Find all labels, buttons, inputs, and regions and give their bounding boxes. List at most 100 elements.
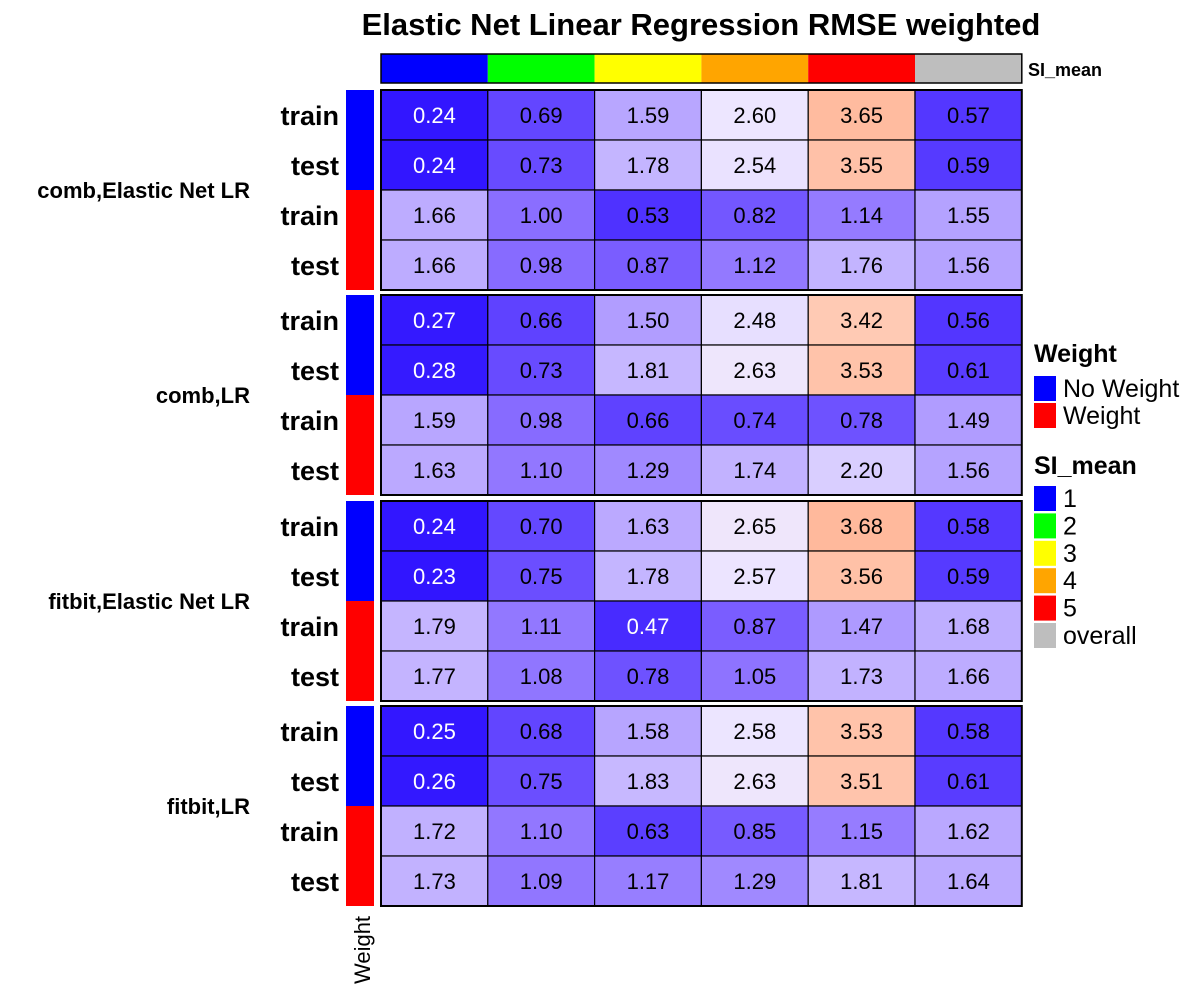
heatmap-cell	[593, 550, 702, 602]
heatmap-cell	[487, 394, 596, 446]
cell-value-label: 1.09	[520, 869, 563, 894]
column-annotation-border	[380, 53, 1023, 84]
heatmap-cell	[807, 189, 916, 241]
si-mean-legend-swatch	[1034, 513, 1056, 539]
si-mean-annotation-cell-1	[381, 54, 488, 83]
cell-value-label: 0.25	[413, 719, 456, 744]
column-annotation-label: SI_mean	[1028, 60, 1102, 80]
heatmap-cell	[487, 650, 596, 702]
weight-annotation-cell	[346, 90, 374, 140]
row-label: train	[280, 612, 339, 642]
group-border	[380, 294, 1023, 496]
row-label: test	[291, 456, 339, 486]
cell-value-label: 1.63	[627, 514, 670, 539]
heatmap-cell	[700, 855, 809, 907]
heatmap-cell	[700, 89, 809, 141]
heatmap-cell	[593, 139, 702, 191]
heatmap-cell	[807, 344, 916, 396]
cell-value-label: 1.49	[947, 408, 990, 433]
weight-annotation-cell	[346, 756, 374, 806]
row-group: comb,LR train 0.27 0.66 1.50 2.48 3.42 0.56 test…	[156, 294, 1023, 496]
row-label: test	[291, 767, 339, 797]
weight-annotation-cell	[346, 395, 374, 445]
cell-value-label: 1.17	[627, 869, 670, 894]
row-label: train	[280, 306, 339, 336]
cell-value-label: 1.76	[840, 253, 883, 278]
cell-value-label: 2.58	[733, 719, 776, 744]
cell-value-label: 1.59	[413, 408, 456, 433]
cell-value-label: 2.57	[733, 564, 776, 589]
row-label: train	[280, 101, 339, 131]
cell-value-label: 0.53	[627, 203, 670, 228]
weight-legend-title: Weight	[1034, 340, 1118, 368]
cell-value-label: 0.85	[733, 819, 776, 844]
cell-value-label: 3.65	[840, 103, 883, 128]
cell-value-label: 1.15	[840, 819, 883, 844]
row-label: train	[280, 406, 339, 436]
cell-value-label: 2.65	[733, 514, 776, 539]
cell-value-label: 1.12	[733, 253, 776, 278]
cell-value-label: 1.29	[733, 869, 776, 894]
cell-value-label: 1.56	[947, 458, 990, 483]
heatmap-cell	[914, 189, 1023, 241]
cell-value-label: 1.78	[627, 564, 670, 589]
weight-legend-label: No Weight	[1063, 375, 1179, 403]
si-mean-legend-swatch	[1034, 486, 1056, 511]
group-border	[380, 500, 1023, 702]
heatmap-cell	[380, 755, 489, 807]
heatmap-cell	[380, 344, 489, 396]
heatmap-cell	[487, 755, 596, 807]
si-mean-annotation-cell-2	[487, 54, 595, 83]
heatmap-cell	[700, 394, 809, 446]
heatmap-cell	[700, 344, 809, 396]
cell-value-label: 0.27	[413, 308, 456, 333]
row-label: test	[291, 867, 339, 897]
cell-value-label: 1.81	[840, 869, 883, 894]
cell-value-label: 0.75	[520, 564, 563, 589]
si-mean-legend-label: 1	[1063, 485, 1077, 513]
cell-value-label: 1.59	[627, 103, 670, 128]
si-mean-annotation-cell-overall	[915, 54, 1022, 83]
cell-value-label: 1.14	[840, 203, 883, 228]
cell-value-label: 3.68	[840, 514, 883, 539]
cell-value-label: 2.63	[733, 769, 776, 794]
cell-value-label: 0.58	[947, 719, 990, 744]
row-group: comb,Elastic Net LR train 0.24 0.69 1.59 2.60…	[37, 89, 1023, 291]
si-mean-legend-swatch	[1034, 540, 1056, 566]
cell-value-label: 1.08	[520, 664, 563, 689]
row-label: test	[291, 151, 339, 181]
heatmap-cell	[593, 239, 702, 291]
heatmap-cell	[914, 500, 1023, 552]
cell-value-label: 0.28	[413, 358, 456, 383]
si-mean-legend-swatch	[1034, 568, 1056, 594]
heatmap-cell	[914, 139, 1023, 191]
row-label: test	[291, 562, 339, 592]
si-mean-legend-label: 5	[1063, 595, 1077, 623]
cell-value-label: 1.68	[947, 614, 990, 639]
heatmap-cell	[700, 755, 809, 807]
weight-annotation-cell	[346, 651, 374, 701]
heatmap-cell	[487, 444, 596, 496]
heatmap-cell	[807, 600, 916, 652]
cell-value-label: 0.56	[947, 308, 990, 333]
heatmap-cell	[487, 805, 596, 857]
weight-annotation-cell	[346, 706, 374, 756]
cell-value-label: 0.68	[520, 719, 563, 744]
heatmap-cell	[914, 394, 1023, 446]
weight-legend-swatch	[1034, 403, 1056, 428]
heatmap-cell	[593, 855, 702, 907]
cell-value-label: 0.26	[413, 769, 456, 794]
heatmap-cell	[380, 189, 489, 241]
cell-value-label: 1.66	[947, 664, 990, 689]
cell-value-label: 2.20	[840, 458, 883, 483]
cell-value-label: 0.59	[947, 153, 990, 178]
row-group: fitbit,Elastic Net LR train 0.24 0.70 1.63 2.…	[48, 500, 1023, 702]
heatmap-cell	[914, 855, 1023, 907]
si-mean-legend-title: SI_mean	[1034, 452, 1137, 480]
weight-annotation-cell	[346, 345, 374, 395]
heatmap-cell	[807, 239, 916, 291]
cell-value-label: 1.10	[520, 819, 563, 844]
heatmap-cell	[593, 650, 702, 702]
heatmap-cell	[700, 239, 809, 291]
cell-value-label: 0.66	[520, 308, 563, 333]
